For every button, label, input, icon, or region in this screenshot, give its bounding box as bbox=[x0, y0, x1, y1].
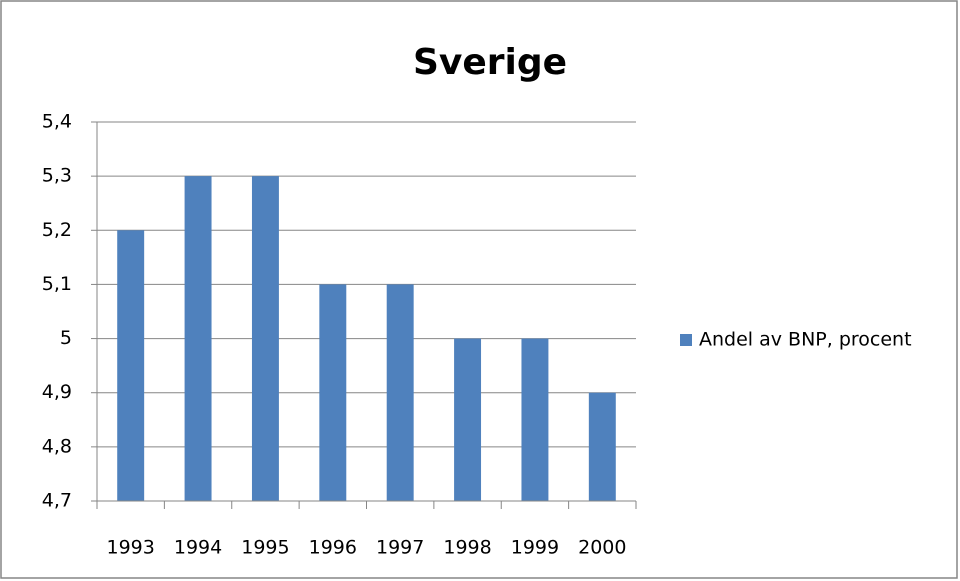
x-tick-label: 1997 bbox=[376, 537, 424, 559]
y-tick-label: 5,2 bbox=[42, 219, 72, 241]
y-tick-label: 5 bbox=[60, 327, 72, 349]
bar bbox=[454, 338, 482, 501]
x-tick-label: 1993 bbox=[107, 537, 155, 559]
x-tick-label: 1996 bbox=[309, 537, 357, 559]
x-tick-label: 2000 bbox=[578, 537, 626, 559]
legend-label: Andel av BNP, procent bbox=[699, 329, 912, 351]
bar bbox=[386, 284, 414, 501]
legend-swatch bbox=[680, 334, 692, 346]
x-tick-label: 1995 bbox=[241, 537, 289, 559]
x-tick-label: 1994 bbox=[174, 537, 222, 559]
bar bbox=[184, 176, 212, 501]
y-tick-label: 5,1 bbox=[42, 273, 72, 295]
y-tick-label: 4,9 bbox=[42, 381, 72, 403]
x-tick-label: 1998 bbox=[443, 537, 491, 559]
bar bbox=[521, 338, 549, 501]
chart-title: Sverige bbox=[413, 42, 567, 83]
bar bbox=[117, 230, 145, 502]
y-tick-label: 5,3 bbox=[42, 165, 72, 187]
y-tick-label: 4,8 bbox=[42, 435, 72, 457]
bar bbox=[319, 284, 347, 501]
y-tick-label: 5,4 bbox=[42, 111, 72, 133]
bar bbox=[251, 176, 279, 501]
x-tick-label: 1999 bbox=[511, 537, 559, 559]
bar bbox=[588, 392, 616, 501]
y-tick-label: 4,7 bbox=[42, 490, 72, 512]
